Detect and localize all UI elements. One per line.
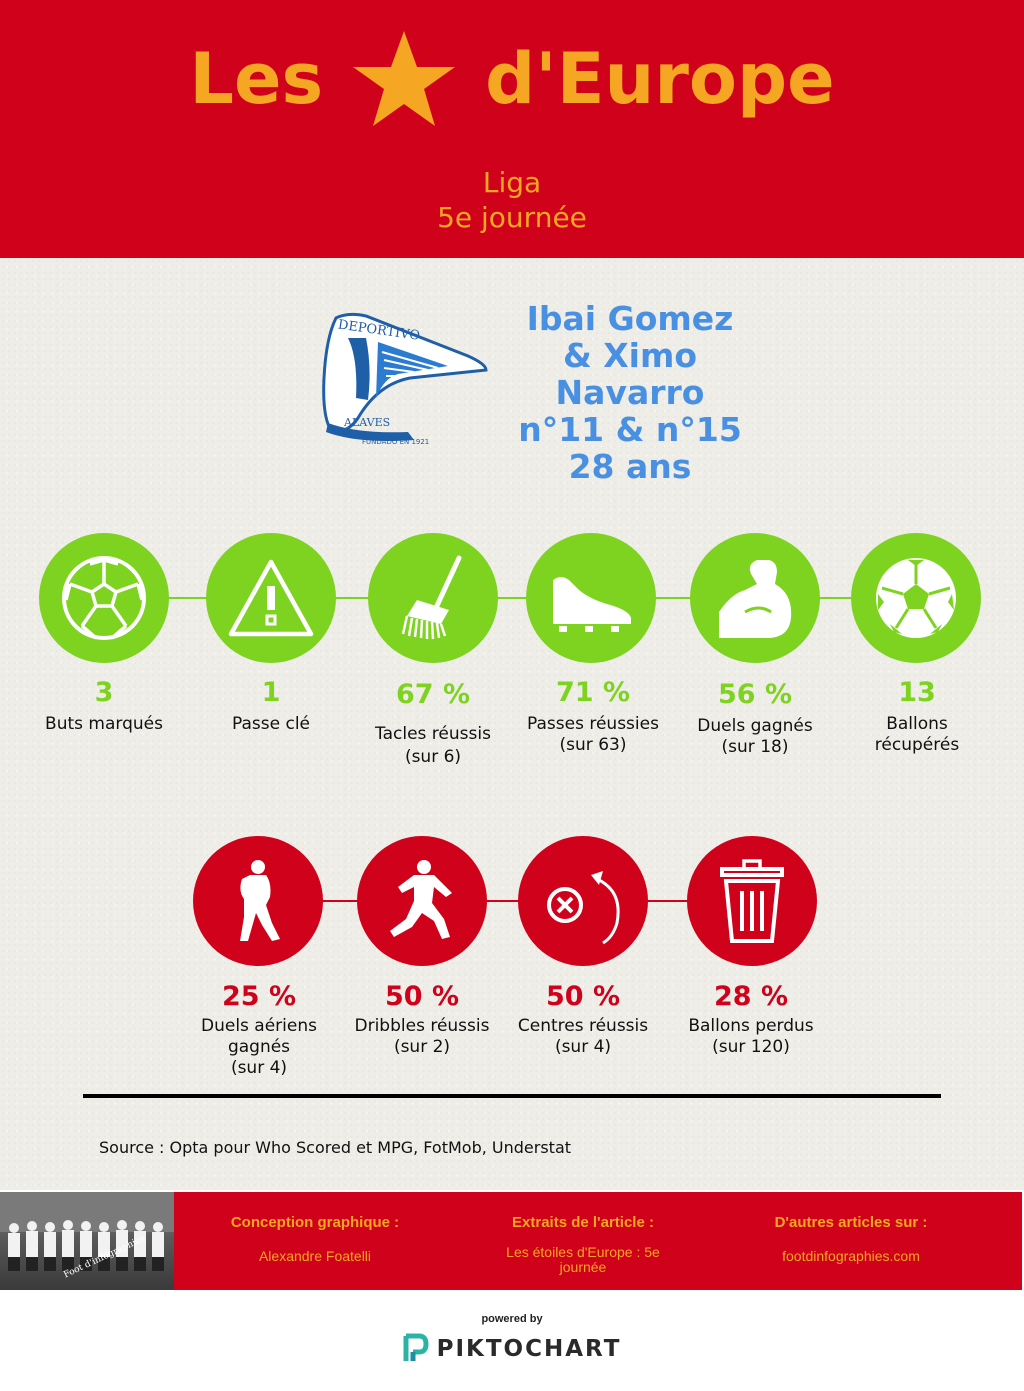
aerial-duels-label-2: gagnés xyxy=(227,1037,291,1057)
dribbles-value: 50 % xyxy=(384,981,460,1012)
negative-row-connector xyxy=(258,900,752,902)
credits-more: D'autres articles sur : footdinfographie… xyxy=(710,1192,992,1264)
piktochart-brand[interactable]: PIKTOCHART xyxy=(0,1333,1024,1365)
warning-icon xyxy=(228,559,314,637)
duels-label-sub: (sur 18) xyxy=(721,737,789,757)
key-pass-value: 1 xyxy=(261,677,281,708)
crosses-circle xyxy=(518,836,648,966)
aerial-duels-label-sub: (sur 4) xyxy=(230,1058,288,1078)
passes-label-sub: (sur 63) xyxy=(559,735,627,755)
main-title: Les d'Europe xyxy=(0,28,1024,129)
goals-value: 3 xyxy=(94,677,114,708)
crosses-label-sub: (sur 4) xyxy=(554,1037,612,1057)
player-name-line3: Navarro xyxy=(555,373,705,412)
player-name-line2: & Ximo xyxy=(562,336,698,375)
boot-icon xyxy=(553,577,631,632)
lost-balls-label-sub: (sur 120) xyxy=(712,1037,790,1057)
round-label: 5e journée xyxy=(437,201,587,234)
soccer-ball-icon xyxy=(876,558,956,638)
duels-label: Duels gagnés xyxy=(697,716,813,736)
source-note: Source : Opta pour Who Scored et MPG, Fo… xyxy=(99,1138,572,1157)
piktochart-wordmark: PIKTOCHART xyxy=(436,1336,622,1362)
powered-by-label: powered by xyxy=(481,1313,543,1325)
crest-text-founded: FUNDADO EN 1921 xyxy=(362,438,429,446)
league-label: Liga xyxy=(482,166,542,199)
section-divider xyxy=(83,1094,941,1098)
piktochart-logo-icon xyxy=(403,1333,429,1361)
goals-circle xyxy=(39,533,169,663)
crosses-label: Centres réussis xyxy=(517,1016,649,1036)
star-icon xyxy=(353,30,456,126)
passes-circle xyxy=(526,533,656,663)
player-name-block: Ibai Gomez & Ximo Navarro n°11 & n°15 28… xyxy=(470,300,790,485)
team-photo: Foot d'infographies xyxy=(0,1192,174,1290)
dribbles-circle xyxy=(357,836,487,966)
lost-balls-circle xyxy=(687,836,817,966)
credits-excerpts: Extraits de l'article : Les étoiles d'Eu… xyxy=(442,1192,724,1275)
player-age: 28 ans xyxy=(568,447,692,486)
tackles-label-sub: (sur 6) xyxy=(404,747,462,767)
player-name-line1: Ibai Gomez xyxy=(526,299,734,338)
tackles-value: 67 % xyxy=(395,679,471,710)
more-link[interactable]: footdinfographies.com xyxy=(782,1248,920,1264)
key-pass-label: Passe clé xyxy=(231,714,310,734)
player-header-icon xyxy=(240,860,280,941)
credits-bar: Conception graphique : Alexandre Foatell… xyxy=(174,1192,1022,1290)
design-value: Alexandre Foatelli xyxy=(258,1248,372,1264)
muscle-arm-icon xyxy=(719,560,792,638)
aerial-duels-value: 25 % xyxy=(221,981,297,1012)
rake-icon xyxy=(401,555,462,640)
trash-icon xyxy=(720,859,784,943)
excerpts-heading: Extraits de l'article : xyxy=(512,1214,654,1231)
dribbles-label: Dribbles réussis xyxy=(354,1016,490,1036)
title-left: Les xyxy=(189,37,324,120)
dribbles-label-sub: (sur 2) xyxy=(393,1037,451,1057)
recoveries-label: Ballons xyxy=(886,714,948,734)
recoveries-label-sub: récupérés xyxy=(874,735,960,755)
aerial-duels-circle xyxy=(193,836,323,966)
title-right: d'Europe xyxy=(485,37,835,120)
duels-circle xyxy=(690,533,820,663)
passes-label: Passes réussies xyxy=(527,714,659,734)
goals-label: Buts marqués xyxy=(45,714,163,734)
crest-text-bottom: ALAVES xyxy=(343,416,390,429)
duels-value: 56 % xyxy=(717,679,793,710)
key-pass-circle xyxy=(206,533,336,663)
lost-balls-label: Ballons perdus xyxy=(688,1016,814,1036)
tackles-circle xyxy=(368,533,498,663)
content-area xyxy=(0,258,1024,1190)
team-photo-figures: Foot d'infographies xyxy=(0,1192,174,1280)
player-numbers: n°11 & n°15 xyxy=(518,410,742,449)
more-heading: D'autres articles sur : xyxy=(774,1214,928,1231)
aerial-duels-label: Duels aériens xyxy=(201,1016,317,1036)
cross-arrow-icon xyxy=(547,871,620,945)
design-heading: Conception graphique : xyxy=(230,1214,400,1231)
crosses-value: 50 % xyxy=(545,981,621,1012)
recoveries-value: 13 xyxy=(898,677,936,708)
lost-balls-value: 28 % xyxy=(713,981,789,1012)
recoveries-circle xyxy=(851,533,981,663)
passes-value: 71 % xyxy=(555,677,631,708)
credits-design: Conception graphique : Alexandre Foatell… xyxy=(174,1192,456,1264)
ball-icon xyxy=(62,556,146,640)
header-banner: Les d'Europe Liga 5e journée xyxy=(0,0,1024,258)
player-dribble-icon xyxy=(390,860,452,939)
tackles-label: Tacles réussis xyxy=(375,724,491,744)
deportivo-alaves-crest: DEPORTIVO ALAVES FUNDADO EN 1921 xyxy=(322,312,488,446)
excerpts-value: Les étoiles d'Europe : 5e journée xyxy=(506,1244,660,1275)
positive-row-connector xyxy=(104,597,916,599)
